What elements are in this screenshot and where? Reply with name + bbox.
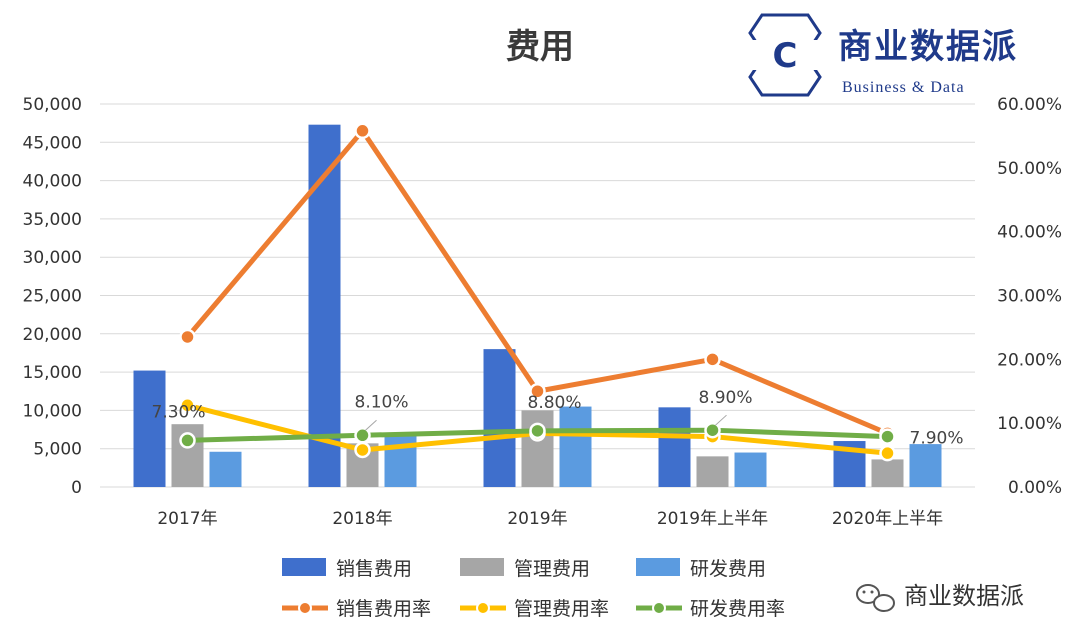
bar-3 [909,444,942,487]
bar-2 [696,456,729,487]
logo-cn-text: 商业数据派 [838,27,1018,67]
data-label: 7.30% [152,402,206,422]
line-point-2 [879,444,896,462]
label-leader-line [715,414,727,426]
y-left-tick-label: 35,000 [23,210,82,230]
bar-1 [483,349,516,487]
y-right-tick-label: 0.00% [1008,478,1062,498]
y-right-tick-label: 50.00% [997,159,1062,179]
y-right-tick-label: 40.00% [997,223,1062,243]
line-point-3 [354,427,371,444]
logo-en-text: Business & Data [842,79,965,96]
legend-label: 销售费用 [336,558,412,580]
logo-letter: C [773,36,798,76]
y-left-tick-label: 40,000 [23,172,82,192]
y-left-tick-label: 0 [71,478,82,498]
legend-swatch-marker [652,601,666,615]
data-label: 8.90% [699,388,753,408]
bar-3 [559,406,592,487]
legend-label: 研发费用 [690,558,766,580]
label-leader-line [365,419,377,431]
legend-swatch-bar [636,558,680,576]
legend-swatch-bar [460,558,504,576]
bar-3 [209,451,242,487]
x-tick-label: 2017年 [157,509,217,529]
y-right-tick-label: 30.00% [997,287,1062,307]
y-axis-right: 0.00% 10.00% 20.00% 30.00% 40.00% 50.00% 60.00… [997,95,1062,498]
line-point-1 [704,351,721,368]
chart-title: 费用 [506,27,574,67]
legend-label: 销售费用率 [336,598,431,620]
x-tick-label: 2019年上半年 [657,509,768,529]
legend-label: 管理费用 [514,558,590,580]
line-point-1 [179,328,196,346]
legend-label: 研发费用率 [690,598,785,620]
x-tick-label: 2018年 [332,509,392,529]
y-left-tick-label: 30,000 [23,248,82,268]
legend-swatch-marker [476,601,490,615]
y-left-tick-label: 20,000 [23,325,82,345]
legend-swatch-marker [298,601,312,615]
data-labels: 7.30% 8.10% 8.80% 8.90% 7.90% [152,388,964,448]
y-right-tick-label: 60.00% [997,95,1062,115]
y-right-tick-label: 10.00% [997,414,1062,434]
y-left-tick-label: 45,000 [23,133,82,153]
bar-series [133,124,942,487]
y-axis-left: 0 5,000 10,000 15,000 20,000 25,000 30,000 35,0… [23,95,82,498]
line-point-1 [529,383,546,400]
y-left-tick-label: 5,000 [33,440,82,460]
line-point-3 [879,428,896,445]
legend-swatch-bar [282,558,326,576]
line-point-3 [704,421,721,439]
data-label: 7.90% [910,429,964,449]
y-right-tick-label: 20.00% [997,350,1062,370]
x-tick-label: 2020年上半年 [832,509,943,529]
line-point-2 [354,441,371,459]
bar-1 [658,407,691,487]
legend-label: 管理费用率 [514,598,609,620]
x-tick-label: 2019年 [507,509,567,529]
y-left-tick-label: 25,000 [23,287,82,307]
y-left-tick-label: 50,000 [23,95,82,115]
bar-1 [133,370,166,487]
y-left-tick-label: 10,000 [23,401,82,421]
watermark: 商业数据派 [856,582,1024,612]
y-left-tick-label: 15,000 [23,363,82,383]
bar-2 [521,410,554,487]
bar-3 [734,452,767,487]
line-point-1 [354,122,371,140]
data-label: 8.10% [355,392,409,412]
data-label: 8.80% [528,393,582,413]
wechat-icon [856,584,895,612]
line-point-3 [529,422,546,440]
watermark-text: 商业数据派 [904,582,1024,610]
logo-mask [748,40,822,70]
bar-2 [871,459,904,487]
line-point-3 [179,432,196,449]
line-point-2 [179,397,196,414]
line-series [179,122,896,462]
brand-logo: C 商业数据派 Business & Data [748,13,1018,97]
x-axis: 2017年 2018年 2019年 2019年上半年 2020年上半年 [157,509,943,529]
